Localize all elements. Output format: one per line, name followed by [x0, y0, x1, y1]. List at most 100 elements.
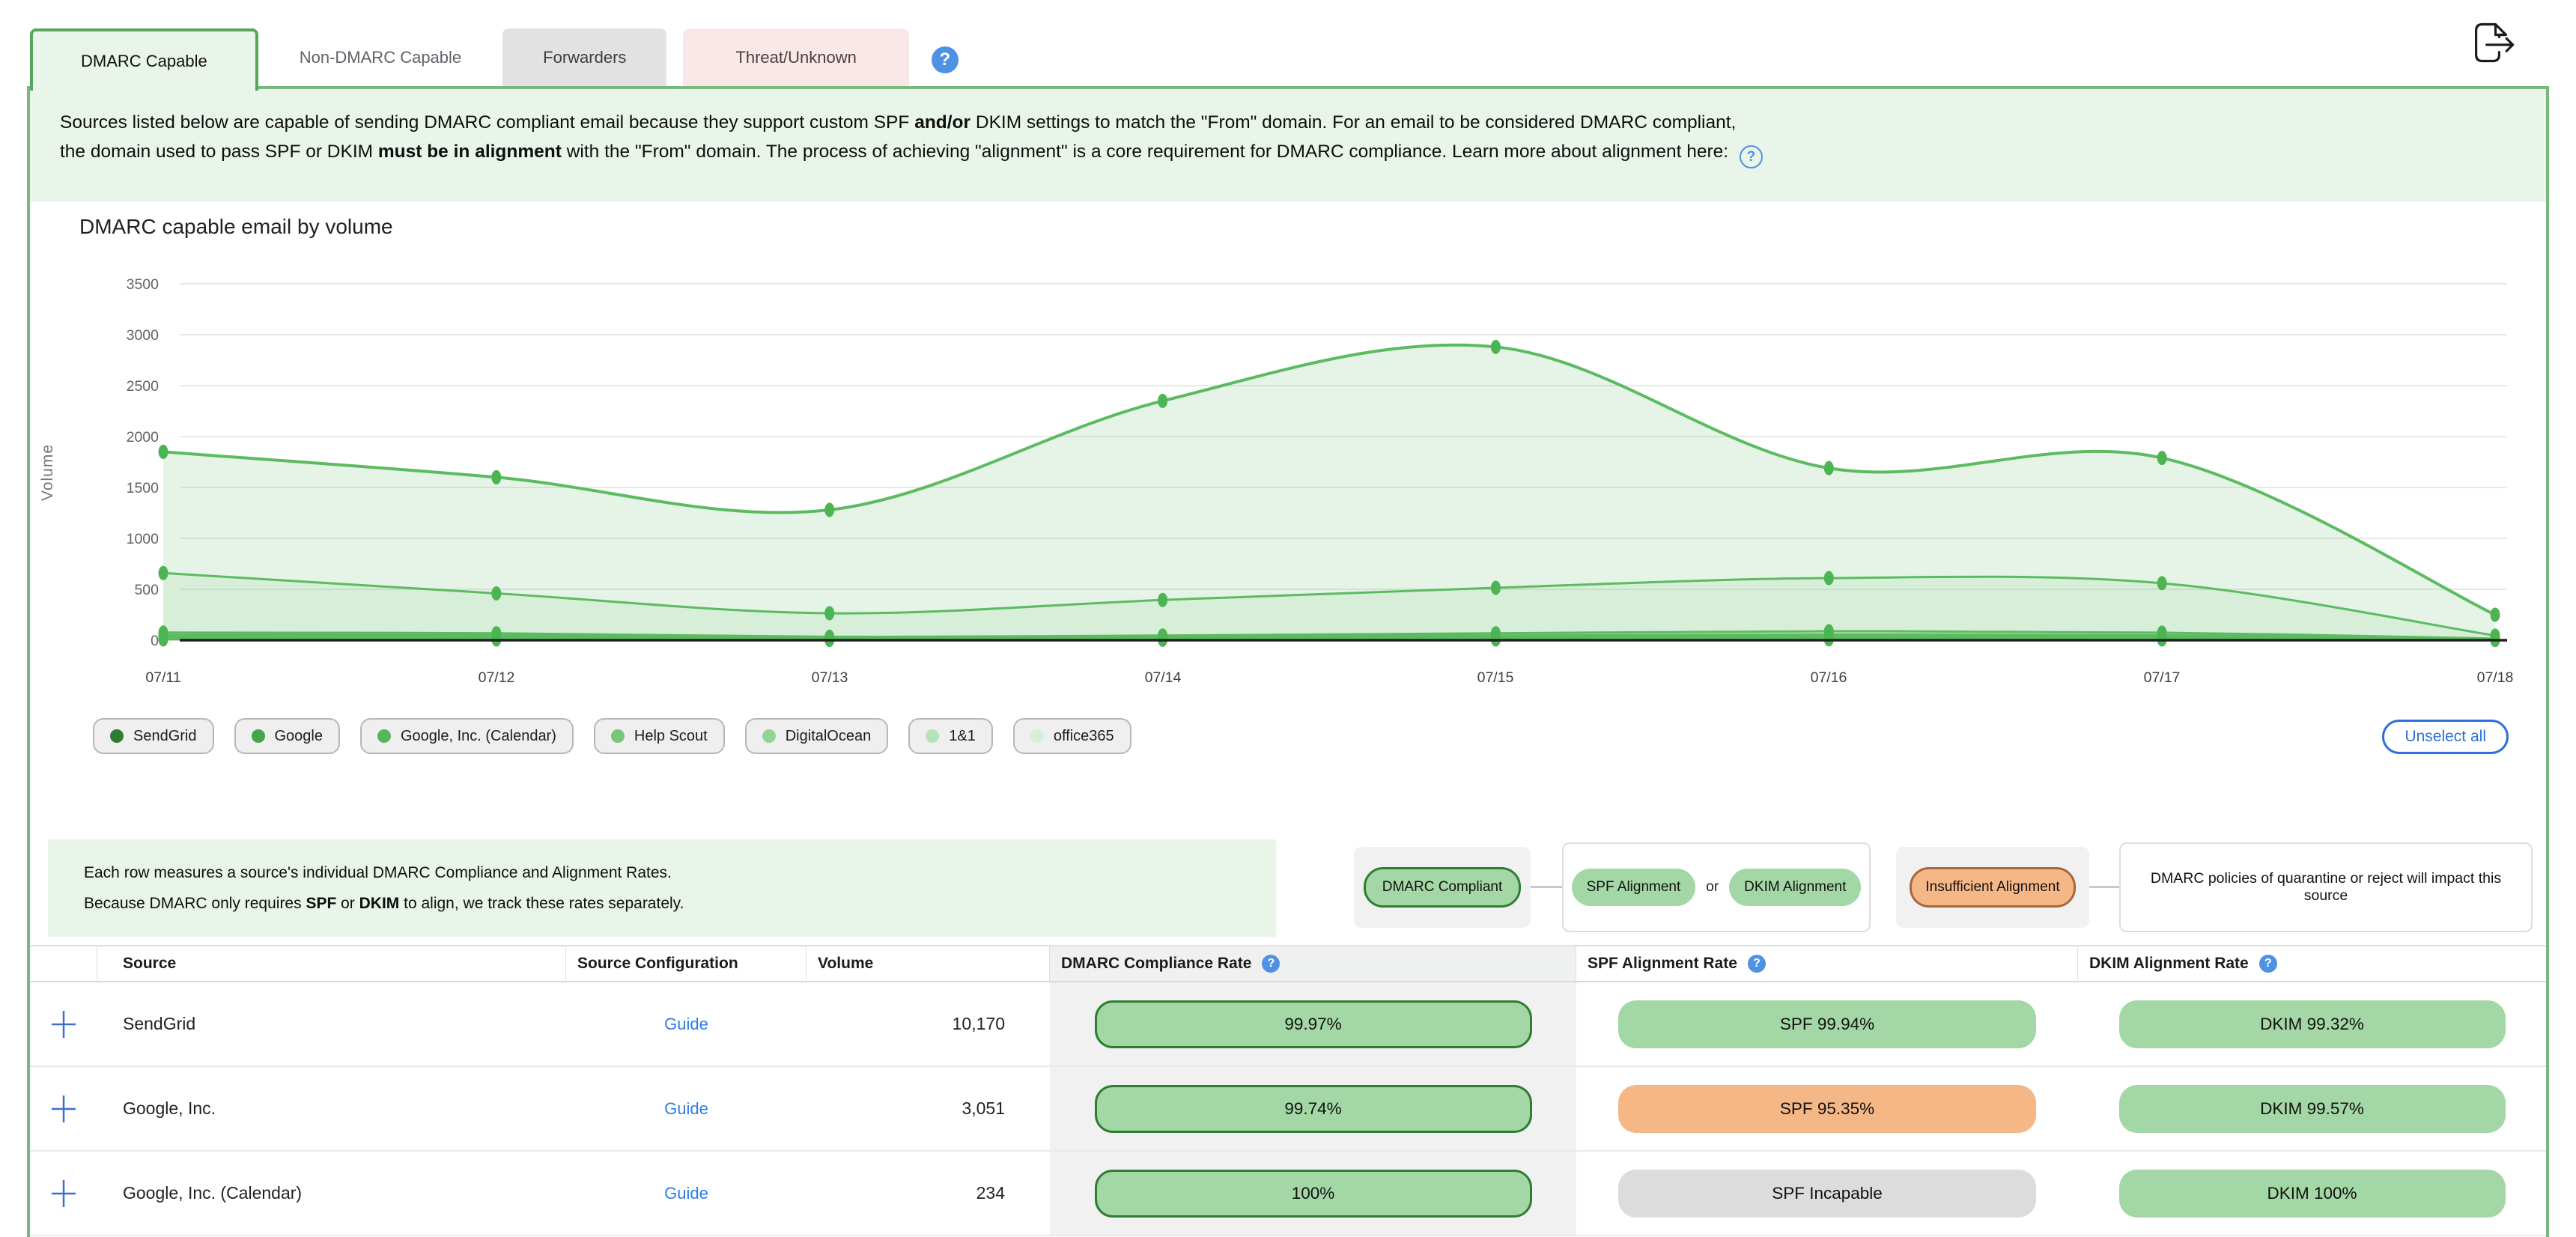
chart-title: DMARC capable email by volume [79, 215, 393, 238]
key-insufficient: Insufficient Alignment [1896, 847, 2089, 928]
series-color-dot [926, 729, 940, 743]
dmarc-compliant-pill: DMARC Compliant [1363, 867, 1522, 908]
source-name: SendGrid [97, 982, 566, 1067]
expand-row-icon[interactable] [50, 1094, 77, 1124]
compliance-rate-pill: 99.97% [1094, 1000, 1532, 1048]
svg-text:0: 0 [151, 633, 159, 649]
svg-text:07/15: 07/15 [1477, 669, 1514, 686]
series-color-dot [251, 729, 265, 743]
x-axis-ticks: 07/11 07/12 07/13 07/14 07/15 07/16 07/1… [145, 669, 2513, 686]
tab-content-panel: Sources listed below are capable of send… [27, 86, 2549, 1237]
legend-chip-office365[interactable]: office365 [1012, 718, 1131, 754]
description-line-1: Sources listed below are capable of send… [60, 112, 1737, 133]
svg-text:500: 500 [134, 582, 159, 598]
spf-rate-pill: SPF 99.94% [1618, 1000, 2036, 1048]
legend-chip-help-scout[interactable]: Help Scout [593, 718, 725, 754]
series-color-dot [377, 729, 391, 743]
tabs-help-icon[interactable]: ? [931, 46, 959, 73]
key-alignment: SPF Alignment or DKIM Alignment [1562, 842, 1871, 932]
table-note: Each row measures a source's individual … [48, 839, 1276, 937]
compliance-rate-pill: 100% [1094, 1169, 1532, 1218]
tab-threat-unknown[interactable]: Threat/Unknown [683, 28, 909, 86]
key-connector [1531, 886, 1562, 888]
header-spf-alignment-rate: SPF Alignment Rate ? [1576, 946, 2078, 982]
header-expand [30, 946, 97, 982]
svg-text:1000: 1000 [127, 531, 160, 547]
note-line-1: Each row measures a source's individual … [84, 864, 672, 881]
tab-label: DMARC Capable [81, 51, 207, 70]
expand-row-icon[interactable] [50, 1179, 77, 1209]
volume-value: 10,170 [806, 982, 1050, 1067]
key-impact: DMARC policies of quarantine or reject w… [2119, 842, 2533, 932]
svg-text:07/17: 07/17 [2144, 669, 2181, 686]
svg-text:3000: 3000 [127, 327, 160, 344]
series-color-dot [1030, 729, 1044, 743]
legend-chip-google-calendar[interactable]: Google, Inc. (Calendar) [360, 718, 574, 754]
dkim-alignment-pill: DKIM Alignment [1729, 869, 1862, 906]
dkim-rate-pill: DKIM 99.32% [2118, 1000, 2506, 1048]
source-name: Google, Inc. (Calendar) [97, 1152, 566, 1236]
table-header-row: Source Source Configuration Volume DMARC… [30, 946, 2546, 982]
spf-rate-pill: SPF 95.35% [1618, 1084, 2036, 1133]
insufficient-alignment-pill: Insufficient Alignment [1910, 867, 2076, 908]
key-connector [2089, 886, 2119, 888]
legend-chip-digitalocean[interactable]: DigitalOcean [744, 718, 889, 754]
legend-chip-1and1[interactable]: 1&1 [908, 718, 993, 754]
sources-table: Source Source Configuration Volume DMARC… [30, 945, 2546, 1236]
header-dmarc-compliance-rate: DMARC Compliance Rate ? [1050, 946, 1576, 982]
compliance-rate-pill: 99.74% [1094, 1084, 1532, 1133]
alignment-help-icon[interactable]: ? [1739, 145, 1763, 168]
compliance-help-icon[interactable]: ? [1262, 955, 1281, 973]
svg-text:07/12: 07/12 [479, 669, 515, 686]
tab-label: Threat/Unknown [735, 47, 857, 67]
svg-text:07/11: 07/11 [145, 669, 180, 686]
table-row: SendGrid Guide 10,170 99.97% SPF 99.94% … [30, 982, 2546, 1067]
svg-text:07/13: 07/13 [812, 669, 848, 686]
volume-area-chart: 3500 3000 2500 2000 1500 1000 500 0 Volu… [39, 276, 2513, 686]
expand-row-icon[interactable] [50, 1009, 77, 1039]
y-axis-label: Volume [39, 444, 56, 501]
tab-forwarders[interactable]: Forwarders [502, 28, 667, 86]
volume-value: 234 [806, 1152, 1050, 1236]
description-line-2: the domain used to pass SPF or DKIM must… [60, 137, 2516, 168]
spf-rate-pill: SPF Incapable [1618, 1169, 2036, 1218]
export-icon [2475, 22, 2515, 63]
header-dkim-alignment-rate: DKIM Alignment Rate ? [2078, 946, 2546, 982]
svg-text:07/16: 07/16 [1811, 669, 1847, 686]
table-row: Google, Inc. (Calendar) Guide 234 100% S… [30, 1152, 2546, 1236]
legend-chip-google[interactable]: Google [234, 718, 340, 754]
unselect-all-button[interactable]: Unselect all [2382, 720, 2509, 754]
impact-text: DMARC policies of quarantine or reject w… [2150, 870, 2502, 904]
tab-bar: DMARC Capable Non-DMARC Capable Forwarde… [30, 28, 959, 91]
guide-link[interactable]: Guide [664, 1014, 708, 1033]
tab-non-dmarc-capable[interactable]: Non-DMARC Capable [258, 28, 502, 86]
tab-dmarc-capable[interactable]: DMARC Capable [30, 28, 258, 91]
y-axis-ticks: 3500 3000 2500 2000 1500 1000 500 0 [127, 276, 160, 649]
header-source: Source [97, 946, 566, 982]
svg-text:1500: 1500 [127, 480, 160, 496]
key-dmarc-compliant: DMARC Compliant [1354, 847, 1531, 928]
table-row: Google, Inc. Guide 3,051 99.74% SPF 95.3… [30, 1067, 2546, 1152]
header-source-configuration: Source Configuration [566, 946, 806, 982]
svg-text:2500: 2500 [127, 378, 160, 395]
guide-link[interactable]: Guide [664, 1098, 708, 1118]
series-color-dot [610, 729, 625, 743]
spf-help-icon[interactable]: ? [1747, 955, 1766, 973]
note-line-2: Because DMARC only requires SPF or DKIM … [84, 895, 684, 912]
description-banner: Sources listed below are capable of send… [30, 89, 2546, 201]
volume-value: 3,051 [806, 1067, 1050, 1152]
guide-link[interactable]: Guide [664, 1183, 708, 1203]
export-button[interactable] [2467, 16, 2519, 69]
dkim-rate-pill: DKIM 99.57% [2118, 1084, 2506, 1133]
legend-chip-sendgrid[interactable]: SendGrid [93, 718, 214, 754]
tab-label: Non-DMARC Capable [299, 47, 462, 67]
svg-text:3500: 3500 [127, 276, 160, 293]
svg-text:07/18: 07/18 [2477, 669, 2514, 686]
header-volume: Volume [806, 946, 1050, 982]
source-name: Google, Inc. [97, 1067, 566, 1152]
dkim-rate-pill: DKIM 100% [2118, 1169, 2506, 1218]
dkim-help-icon[interactable]: ? [2258, 955, 2277, 973]
svg-text:2000: 2000 [127, 429, 160, 446]
spf-alignment-pill: SPF Alignment [1571, 869, 1696, 906]
